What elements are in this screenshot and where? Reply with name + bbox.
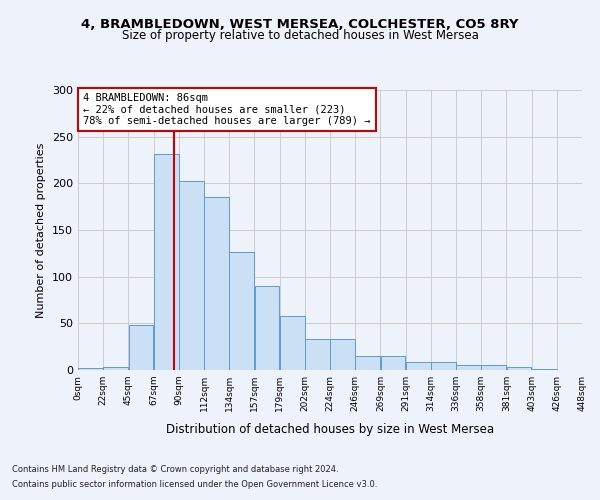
Bar xyxy=(254,286,280,370)
Bar xyxy=(456,366,481,370)
Bar xyxy=(506,367,532,370)
Bar xyxy=(78,368,103,370)
Text: Contains HM Land Registry data © Crown copyright and database right 2024.: Contains HM Land Registry data © Crown c… xyxy=(12,465,338,474)
Bar xyxy=(380,356,406,370)
Bar xyxy=(481,366,506,370)
Text: Distribution of detached houses by size in West Mersea: Distribution of detached houses by size … xyxy=(166,422,494,436)
Bar xyxy=(431,362,456,370)
Bar xyxy=(128,325,154,370)
Bar xyxy=(305,339,330,370)
Text: 4 BRAMBLEDOWN: 86sqm
← 22% of detached houses are smaller (223)
78% of semi-deta: 4 BRAMBLEDOWN: 86sqm ← 22% of detached h… xyxy=(83,93,371,126)
Text: Size of property relative to detached houses in West Mersea: Size of property relative to detached ho… xyxy=(122,29,478,42)
Bar xyxy=(280,316,305,370)
Bar xyxy=(204,198,229,370)
Bar xyxy=(103,367,128,370)
Y-axis label: Number of detached properties: Number of detached properties xyxy=(37,142,46,318)
Bar xyxy=(154,154,179,370)
Text: 4, BRAMBLEDOWN, WEST MERSEA, COLCHESTER, CO5 8RY: 4, BRAMBLEDOWN, WEST MERSEA, COLCHESTER,… xyxy=(81,18,519,30)
Bar xyxy=(179,180,204,370)
Bar xyxy=(330,339,355,370)
Bar xyxy=(406,362,431,370)
Bar xyxy=(532,369,557,370)
Text: Contains public sector information licensed under the Open Government Licence v3: Contains public sector information licen… xyxy=(12,480,377,489)
Bar xyxy=(355,356,380,370)
Bar xyxy=(229,252,254,370)
